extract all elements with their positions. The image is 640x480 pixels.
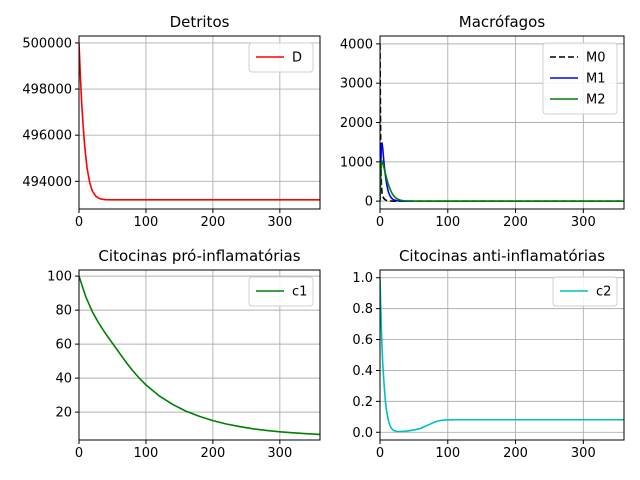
legend: c1 <box>248 276 314 307</box>
panel-citocinas-anti: 0 100 200 300 0.0 0.2 0.4 0.6 0.8 1.0 Citocinas an… <box>352 247 625 461</box>
y-tick-label: 0.4 <box>352 364 373 379</box>
x-tick-label: 0 <box>376 215 384 230</box>
y-tick-label: 20 <box>55 406 72 421</box>
series-line-m1 <box>380 142 624 202</box>
y-tick-label: 500000 <box>22 36 72 51</box>
x-tick-label: 100 <box>134 446 159 461</box>
y-tick-label: 4000 <box>340 37 373 52</box>
x-tick-label: 100 <box>435 446 460 461</box>
y-tick-label: 1.0 <box>352 271 373 286</box>
y-tick-label: 40 <box>55 372 72 387</box>
x-tick-label: 300 <box>267 446 292 461</box>
legend: M0 M1 M2 <box>542 42 618 115</box>
chart-title: Citocinas pró-inflamatórias <box>98 247 300 265</box>
y-tick-label: 0.6 <box>352 333 373 348</box>
y-tick-label: 100 <box>47 270 72 285</box>
y-tick-label: 60 <box>55 338 72 353</box>
x-tick-label: 200 <box>503 446 528 461</box>
legend: c2 <box>552 276 618 307</box>
legend-label-m2: M2 <box>586 93 606 108</box>
x-tick-label: 300 <box>571 215 596 230</box>
chart-title: Citocinas anti-inflamatórias <box>399 247 605 265</box>
x-tick-label: 100 <box>435 215 460 230</box>
axes-frame <box>379 269 625 441</box>
y-tick-label: 498000 <box>22 83 72 98</box>
legend: D <box>248 42 314 73</box>
legend-frame <box>542 42 618 115</box>
panel-macrofagos: 0 100 200 30001000200030004000MacrófagosM0M… <box>340 13 625 230</box>
y-tick-label: 0.2 <box>352 395 373 410</box>
x-tick-label: 100 <box>134 215 159 230</box>
chart-title: Detritos <box>170 13 230 31</box>
legend-label-m1: M1 <box>586 72 606 87</box>
x-tick-label: 0 <box>376 446 384 461</box>
legend-label-c2: c2 <box>596 285 611 300</box>
panel-citocinas-pro: 0 100 200 300 20 40 60 80 100 Citocinas pró-infla… <box>47 247 321 461</box>
y-tick-label: 0 <box>365 195 373 210</box>
y-tick-label: 0.0 <box>352 426 373 441</box>
y-tick-label: 80 <box>55 304 72 319</box>
series-line-c1 <box>79 275 320 436</box>
series-line-m0 <box>380 43 624 202</box>
y-tick-label: 494000 <box>22 175 72 190</box>
x-tick-label: 200 <box>200 446 225 461</box>
series-line-m2 <box>380 160 624 202</box>
panel-detritos: 0 100 200 300 494000 496000 498000 500000 Detrit… <box>22 13 321 230</box>
x-tick-label: 200 <box>503 215 528 230</box>
axes-frame <box>78 269 321 441</box>
legend-label-d: D <box>292 51 302 66</box>
y-tick-label: 0.8 <box>352 302 373 317</box>
legend-label-m0: M0 <box>586 51 606 66</box>
x-tick-label: 300 <box>571 446 596 461</box>
x-tick-label: 300 <box>267 215 292 230</box>
y-tick-label: 496000 <box>22 129 72 144</box>
chart-title: Macrófagos <box>459 13 546 31</box>
x-tick-label: 0 <box>75 446 83 461</box>
series-line-c2 <box>380 277 624 433</box>
axes-frame <box>78 35 321 210</box>
y-tick-label: 3000 <box>340 77 373 92</box>
x-tick-label: 200 <box>200 215 225 230</box>
legend-label-c1: c1 <box>292 285 307 300</box>
y-tick-label: 2000 <box>340 116 373 131</box>
x-tick-label: 0 <box>75 215 83 230</box>
series-line-d <box>79 42 320 201</box>
y-tick-label: 1000 <box>340 155 373 170</box>
